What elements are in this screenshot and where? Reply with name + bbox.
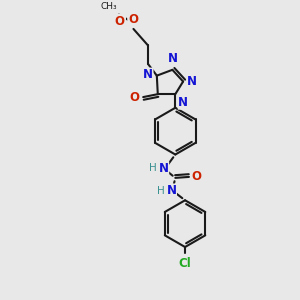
Text: H: H	[157, 185, 165, 196]
Text: O: O	[128, 13, 138, 26]
Text: N: N	[167, 52, 177, 65]
Text: CH₃: CH₃	[100, 2, 117, 11]
Text: N: N	[187, 75, 197, 88]
Text: N: N	[159, 162, 169, 175]
Text: H: H	[149, 163, 157, 173]
Text: O: O	[192, 170, 202, 183]
Text: N: N	[178, 96, 188, 109]
Text: O: O	[129, 91, 139, 103]
Text: Cl: Cl	[179, 257, 191, 270]
Text: O: O	[115, 15, 125, 28]
Text: O: O	[128, 11, 138, 24]
Text: N: N	[167, 184, 176, 197]
Text: N: N	[143, 68, 153, 81]
